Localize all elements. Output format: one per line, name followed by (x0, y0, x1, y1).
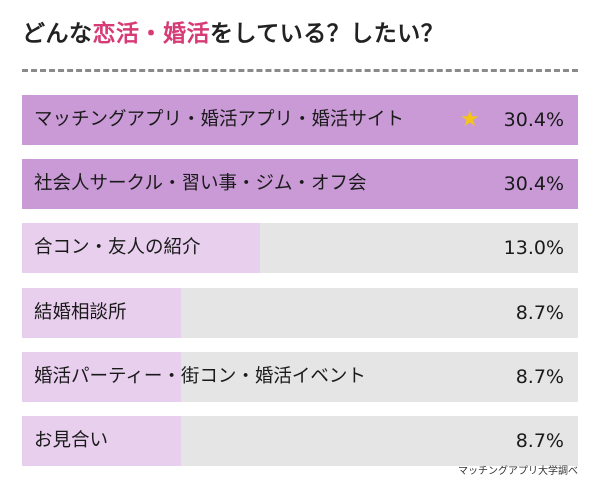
bar-row: 婚活パーティー・街コン・婚活イベント 8.7% (22, 351, 578, 402)
bar-row: マッチングアプリ・婚活アプリ・婚活サイト ★ 30.4% (22, 95, 578, 145)
bar-row: 合コン・友人の紹介 13.0% (22, 223, 578, 274)
bar-fill (22, 95, 578, 145)
bar-row: 社会人サークル・習い事・ジム・オフ会 30.4% (22, 159, 578, 210)
bar-fill (22, 223, 260, 274)
bar-value-label: 8.7% (515, 301, 564, 324)
bar-value-label: 30.4% (503, 109, 564, 131)
bar-label: 合コン・友人の紹介 (34, 237, 201, 259)
bar-label: 婚活パーティー・街コン・婚活イベント (34, 365, 366, 387)
bar-fill (22, 159, 578, 210)
source-note: マッチングアプリ大学調べ (458, 466, 578, 477)
bar-fill (22, 416, 182, 466)
dashed-divider (22, 69, 578, 72)
bar-value-label: 30.4% (503, 173, 564, 196)
star-icon: ★ (460, 107, 480, 132)
bar-label: お見合い (34, 430, 109, 451)
bar-value-label: 8.7% (515, 365, 564, 388)
bar-row: 結婚相談所 8.7% (22, 287, 578, 338)
chart-title: どんな恋活・婚活をしている？したい？ (22, 14, 444, 48)
bar-fill (22, 287, 182, 338)
title-accent: 恋活・婚活 (92, 21, 210, 47)
title-part2: をしている？したい？ (210, 21, 445, 47)
bar-label: 社会人サークル・習い事・ジム・オフ会 (34, 173, 367, 195)
bar-value-label: 8.7% (515, 430, 564, 452)
bar-fill (22, 351, 182, 402)
bar-label: 結婚相談所 (34, 301, 127, 323)
bar-value-label: 13.0% (503, 237, 564, 260)
title-part1: どんな (22, 21, 93, 47)
bar-label: マッチングアプリ・婚活アプリ・婚活サイト (34, 109, 405, 130)
bar-row: お見合い 8.7% (22, 416, 578, 466)
